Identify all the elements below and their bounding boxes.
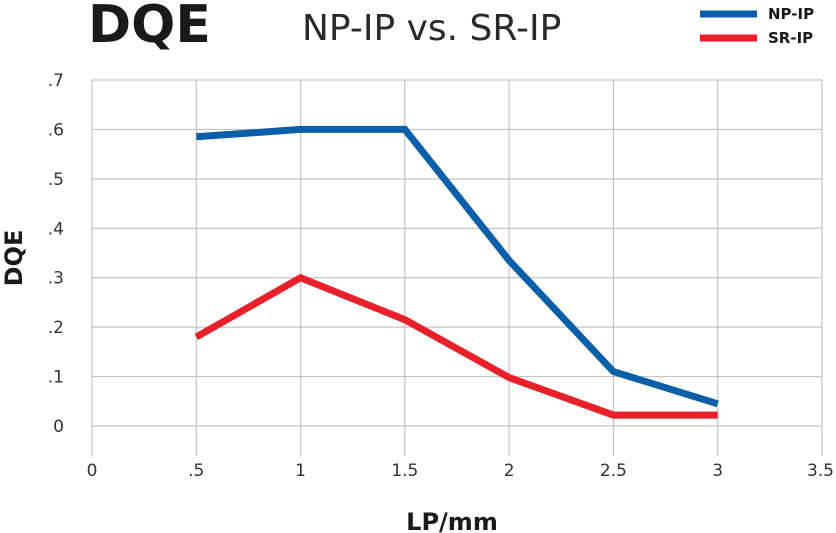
y-tick-label-6: .6 <box>48 120 64 140</box>
chart-subtitle: NP-IP vs. SR-IP <box>302 8 561 49</box>
y-tick-label-0: 0 <box>53 417 64 437</box>
legend: NP-IP SR-IP <box>700 5 814 47</box>
series-line-np-ip <box>196 125 719 408</box>
y-tick-label-2: .2 <box>48 318 64 338</box>
legend-label-sr-ip: SR-IP <box>768 29 813 47</box>
series-line-sr-ip <box>194 273 718 419</box>
x-axis-ticks: 0 .5 1 1.5 2 2.5 3 3.5 <box>87 461 834 481</box>
series-lines <box>194 125 719 419</box>
x-tick-label-3: 1.5 <box>391 461 418 481</box>
y-tick-label-1: .1 <box>48 368 64 388</box>
x-tick-label-5: 2.5 <box>600 461 627 481</box>
chart-title: DQE <box>88 0 211 55</box>
x-tick-label-0: 0 <box>87 461 98 481</box>
x-axis-label: LP/mm <box>406 508 498 533</box>
y-tick-label-7: .7 <box>48 71 64 91</box>
x-tick-label-4: 2 <box>504 461 515 481</box>
x-tick-label-6: 3 <box>712 461 723 481</box>
legend-label-np-ip: NP-IP <box>768 5 814 23</box>
x-tick-label-1: .5 <box>188 461 204 481</box>
y-axis-label: DQE <box>0 230 28 287</box>
x-tick-label-7: 3.5 <box>807 461 834 481</box>
x-tick-label-2: 1 <box>295 461 306 481</box>
y-tick-label-3: .3 <box>48 269 64 289</box>
y-tick-label-5: .5 <box>48 170 64 190</box>
y-axis-ticks: 0 .1 .2 .3 .4 .5 .6 .7 <box>48 71 64 437</box>
y-tick-label-4: .4 <box>48 219 64 239</box>
